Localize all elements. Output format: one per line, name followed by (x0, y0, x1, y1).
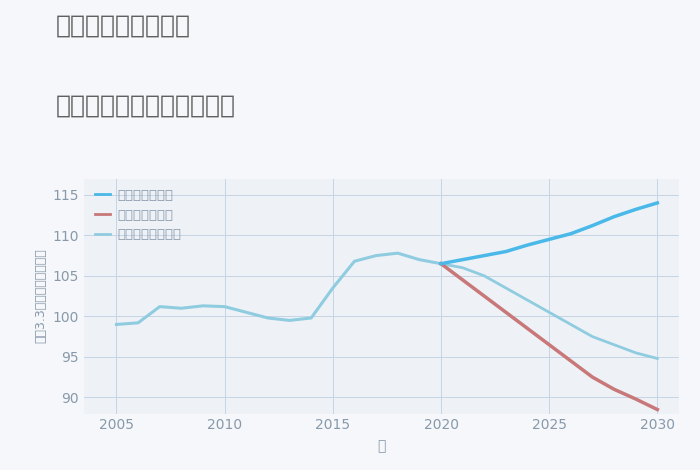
グッドシナリオ (545, 236, 554, 242)
バッドシナリオ (588, 374, 596, 380)
ノーマルシナリオ (610, 342, 618, 347)
Legend: グッドシナリオ, バッドシナリオ, ノーマルシナリオ: グッドシナリオ, バッドシナリオ, ノーマルシナリオ (90, 184, 186, 247)
グッドシナリオ (480, 253, 489, 258)
Text: 中古マンションの価格推移: 中古マンションの価格推移 (56, 94, 236, 118)
グッドシナリオ (502, 249, 510, 254)
グッドシナリオ (458, 257, 467, 262)
バッドシナリオ (524, 326, 532, 331)
バッドシナリオ (610, 386, 618, 392)
Y-axis label: 坪（3.3㎡）単価（万円）: 坪（3.3㎡）単価（万円） (34, 249, 47, 344)
ノーマルシナリオ (631, 350, 640, 356)
バッドシナリオ (631, 396, 640, 402)
ノーマルシナリオ (502, 285, 510, 291)
ノーマルシナリオ (524, 298, 532, 303)
ノーマルシナリオ (480, 273, 489, 279)
グッドシナリオ (524, 242, 532, 248)
バッドシナリオ (437, 261, 445, 266)
ノーマルシナリオ (545, 309, 554, 315)
バッドシナリオ (502, 309, 510, 315)
ノーマルシナリオ (588, 334, 596, 339)
ノーマルシナリオ (653, 356, 662, 361)
バッドシナリオ (480, 293, 489, 299)
グッドシナリオ (566, 231, 575, 236)
Line: バッドシナリオ: バッドシナリオ (441, 264, 657, 409)
バッドシナリオ (566, 358, 575, 364)
ノーマルシナリオ (437, 261, 445, 266)
バッドシナリオ (653, 407, 662, 412)
グッドシナリオ (631, 207, 640, 212)
グッドシナリオ (653, 200, 662, 206)
X-axis label: 年: 年 (377, 439, 386, 454)
Line: ノーマルシナリオ: ノーマルシナリオ (441, 264, 657, 359)
グッドシナリオ (437, 261, 445, 266)
Text: 岐阜県本巣市温井の: 岐阜県本巣市温井の (56, 14, 191, 38)
ノーマルシナリオ (458, 265, 467, 271)
グッドシナリオ (610, 214, 618, 219)
ノーマルシナリオ (566, 321, 575, 327)
グッドシナリオ (588, 223, 596, 228)
Line: グッドシナリオ: グッドシナリオ (441, 203, 657, 264)
バッドシナリオ (458, 277, 467, 283)
バッドシナリオ (545, 342, 554, 347)
